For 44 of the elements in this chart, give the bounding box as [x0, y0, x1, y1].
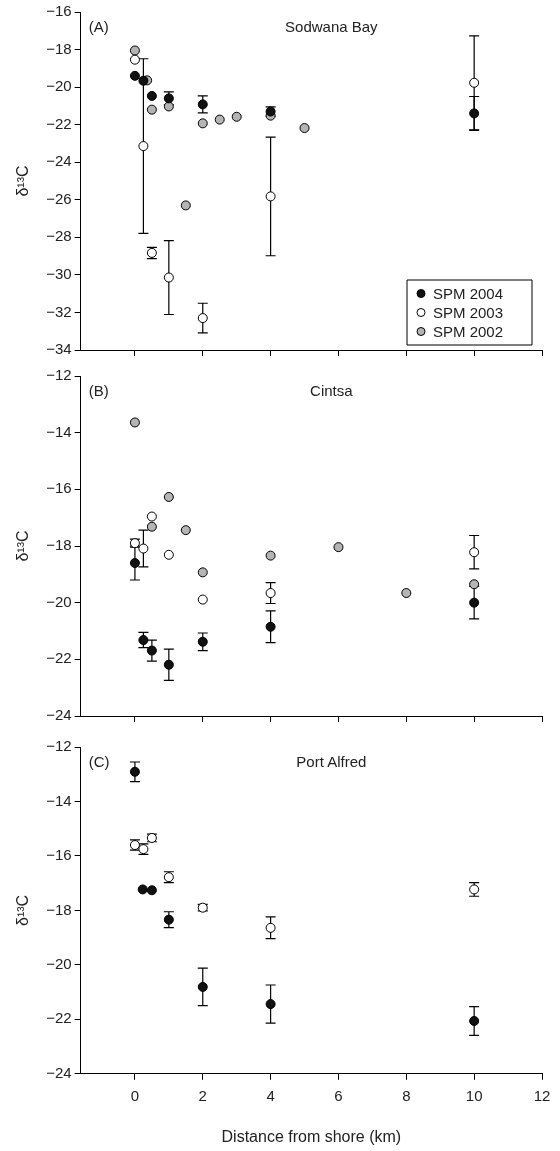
annotation: (C)	[88, 752, 110, 770]
y-tick-label: −16	[46, 2, 72, 20]
legend-label: SPM 2004	[433, 284, 504, 302]
y-tick-label: −20	[46, 955, 72, 973]
y-tick-label: −14	[46, 791, 72, 809]
y-tick-label: −20	[46, 592, 72, 610]
y-tick-label: −24	[46, 1063, 72, 1081]
x-tick-label: 10	[465, 1086, 483, 1104]
y-tick-label: −26	[46, 189, 72, 207]
annotation: Cintsa	[310, 381, 354, 399]
x-tick-label: 8	[402, 1086, 411, 1104]
y-tick-label: −12	[46, 366, 72, 384]
x-tick-label: 6	[334, 1086, 343, 1104]
annotation: (A)	[88, 17, 109, 35]
x-axis-title: Distance from shore (km)	[221, 1127, 402, 1145]
x-tick-label: 0	[130, 1086, 140, 1104]
y-tick-label: −16	[46, 479, 72, 497]
x-tick-label: 4	[266, 1086, 275, 1104]
y-tick-label: −34	[46, 340, 72, 358]
y-tick-label: −22	[46, 1009, 72, 1027]
y-axis-title: δ¹³C	[14, 894, 32, 926]
y-tick-label: −16	[46, 846, 72, 864]
legend-label: SPM 2003	[433, 303, 504, 321]
x-tick-label: 12	[533, 1086, 551, 1104]
y-axis-title: δ¹³C	[14, 165, 32, 197]
annotation: (B)	[88, 381, 109, 399]
y-tick-label: −30	[46, 265, 72, 283]
y-tick-label: −28	[46, 227, 72, 245]
y-tick-label: −20	[46, 77, 72, 95]
y-tick-label: −12	[46, 737, 72, 755]
annotation: Sodwana Bay	[285, 17, 379, 35]
y-tick-label: −22	[46, 649, 72, 667]
y-tick-label: −32	[46, 302, 72, 320]
y-tick-label: −24	[46, 152, 72, 170]
y-tick-label: −24	[46, 706, 72, 724]
y-axis-title: δ¹³C	[14, 530, 32, 562]
y-tick-label: −14	[46, 422, 72, 440]
x-tick-label: 2	[198, 1086, 207, 1104]
y-tick-label: −18	[46, 900, 72, 918]
y-tick-label: −22	[46, 114, 72, 132]
y-tick-label: −18	[46, 39, 72, 57]
annotation: Port Alfred	[296, 752, 367, 770]
y-tick-label: −18	[46, 536, 72, 554]
legend-label: SPM 2002	[433, 322, 504, 340]
